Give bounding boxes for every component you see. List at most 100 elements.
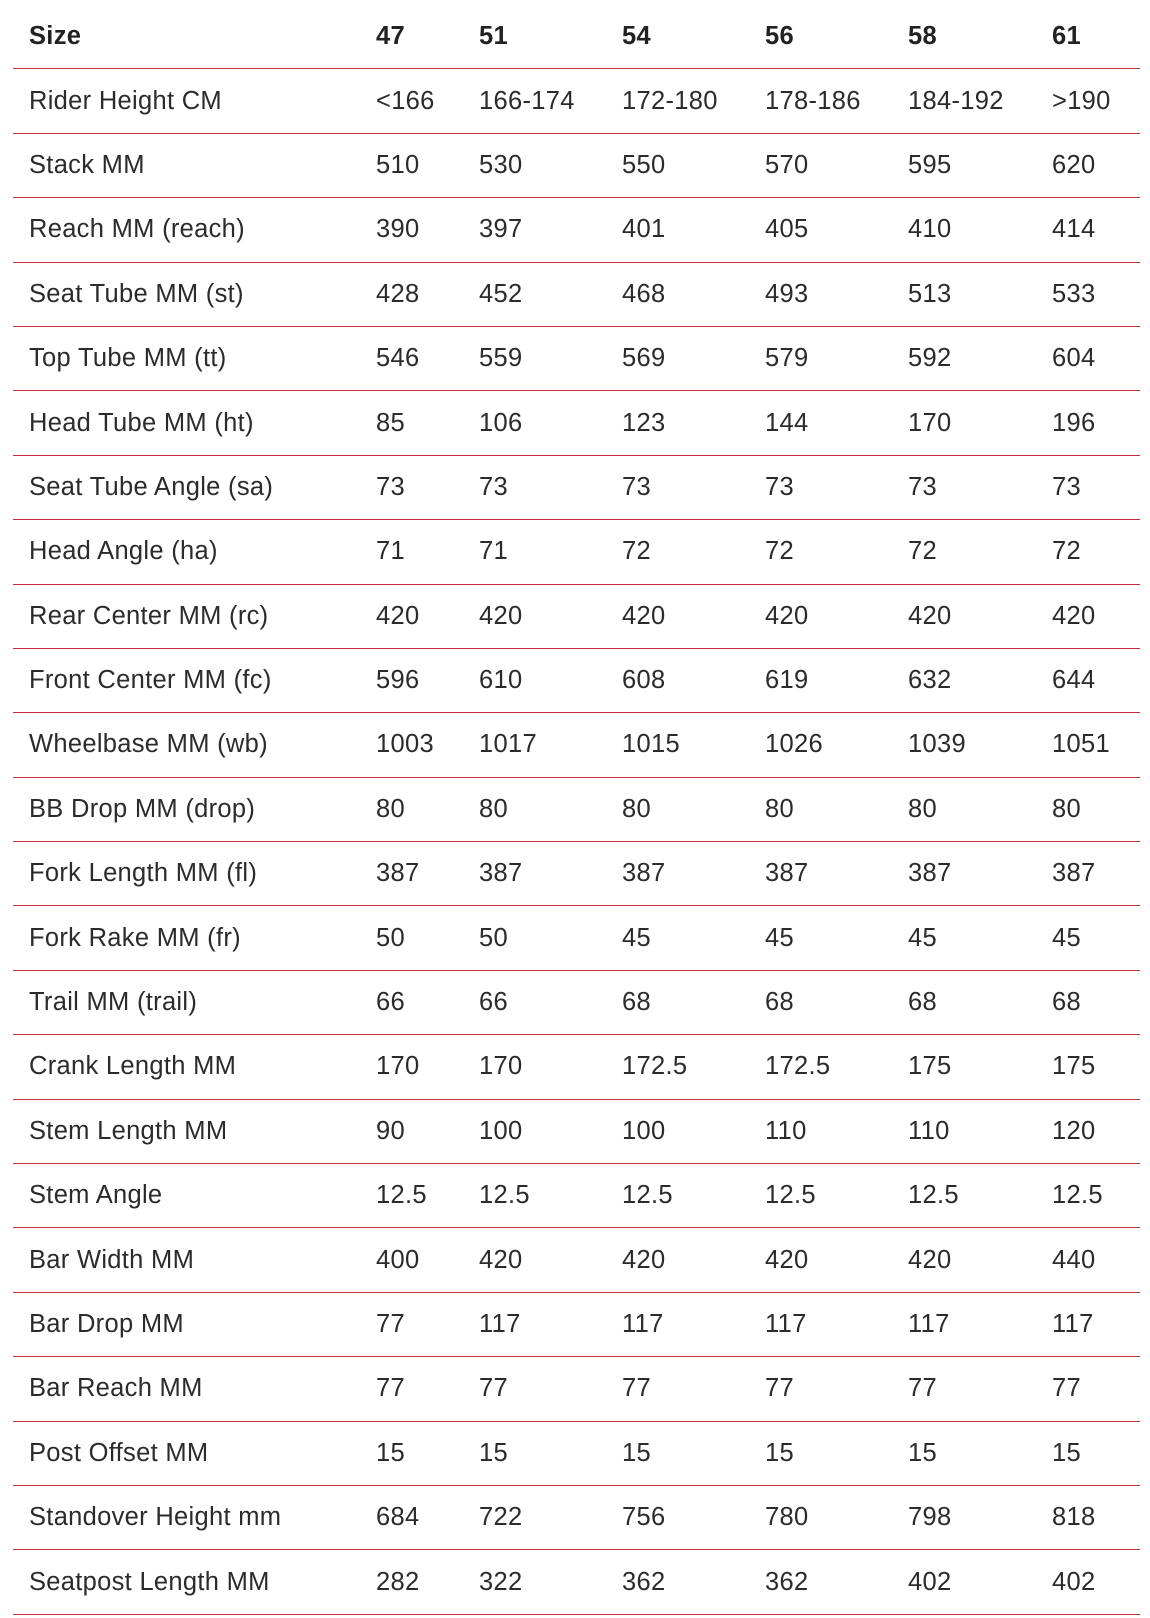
table-row: Stack MM 510 530 550 570 595 620 [13, 133, 1140, 199]
cell-value: 644 [1052, 648, 1140, 714]
row-label: Top Tube MM (tt) [13, 326, 376, 392]
cell-value: 362 [622, 1549, 765, 1615]
row-label: Trail MM (trail) [13, 970, 376, 1036]
size-header: 51 [479, 5, 622, 70]
cell-value: 175 [908, 1034, 1052, 1100]
row-label: Head Angle (ha) [13, 519, 376, 585]
cell-value: 12.5 [765, 1163, 908, 1229]
cell-value: 620 [1052, 133, 1140, 199]
size-header: 58 [908, 5, 1052, 70]
row-label: Bar Reach MM [13, 1356, 376, 1422]
table-row: Front Center MM (fc) 596 610 608 619 632 644 [13, 648, 1140, 714]
cell-value: 106 [479, 390, 622, 456]
cell-value: 68 [1052, 970, 1140, 1036]
table-row: Trail MM (trail) 66 66 68 68 68 68 [13, 970, 1140, 1036]
cell-value: 12.5 [622, 1163, 765, 1229]
cell-value: 513 [908, 262, 1052, 327]
cell-value: 85 [376, 390, 479, 456]
cell-value: 80 [1052, 777, 1140, 843]
cell-value: 322 [479, 1549, 622, 1615]
cell-value: 90 [376, 1099, 479, 1165]
cell-value: 80 [622, 777, 765, 843]
cell-value: 387 [479, 841, 622, 907]
row-label: Reach MM (reach) [13, 197, 376, 263]
cell-value: 50 [479, 905, 622, 971]
geometry-table: Size 47 51 54 56 58 61 Rider Height CM <166 166-… [13, 5, 1140, 1615]
cell-value: 1039 [908, 712, 1052, 778]
row-label: Bar Width MM [13, 1227, 376, 1293]
cell-value: 15 [479, 1421, 622, 1486]
table-row: Wheelbase MM (wb) 1003 1017 1015 1026 1039 105… [13, 712, 1140, 778]
cell-value: 15 [908, 1421, 1052, 1486]
table-row: Reach MM (reach) 390 397 401 405 410 414 [13, 197, 1140, 263]
cell-value: 68 [765, 970, 908, 1036]
cell-value: 175 [1052, 1034, 1140, 1100]
row-label: Seat Tube MM (st) [13, 262, 376, 327]
cell-value: 170 [908, 390, 1052, 456]
size-header: 61 [1052, 5, 1140, 70]
cell-value: 390 [376, 197, 479, 263]
cell-value: 684 [376, 1485, 479, 1551]
cell-value: 387 [765, 841, 908, 907]
table-row: Rider Height CM <166 166-174 172-180 178-186… [13, 68, 1140, 134]
cell-value: 73 [376, 455, 479, 521]
cell-value: 610 [479, 648, 622, 714]
cell-value: 428 [376, 262, 479, 327]
header-row: Size 47 51 54 56 58 61 [13, 5, 1140, 70]
header-label: Size [13, 5, 376, 70]
cell-value: 592 [908, 326, 1052, 392]
cell-value: 68 [622, 970, 765, 1036]
table-row: Post Offset MM 15 15 15 15 15 15 [13, 1421, 1140, 1486]
cell-value: 798 [908, 1485, 1052, 1551]
cell-value: 80 [765, 777, 908, 843]
row-label: Seat Tube Angle (sa) [13, 455, 376, 521]
row-label: BB Drop MM (drop) [13, 777, 376, 843]
cell-value: 117 [765, 1292, 908, 1358]
cell-value: 45 [765, 905, 908, 971]
cell-value: 15 [622, 1421, 765, 1486]
cell-value: <166 [376, 68, 479, 134]
cell-value: 780 [765, 1485, 908, 1551]
cell-value: 596 [376, 648, 479, 714]
cell-value: 80 [908, 777, 1052, 843]
table-row: Bar Reach MM 77 77 77 77 77 77 [13, 1356, 1140, 1422]
cell-value: 414 [1052, 197, 1140, 263]
cell-value: 550 [622, 133, 765, 199]
cell-value: 569 [622, 326, 765, 392]
cell-value: 144 [765, 390, 908, 456]
cell-value: 387 [908, 841, 1052, 907]
cell-value: 117 [908, 1292, 1052, 1358]
cell-value: 100 [479, 1099, 622, 1165]
table-row: Top Tube MM (tt) 546 559 569 579 592 604 [13, 326, 1140, 392]
cell-value: 420 [765, 1227, 908, 1293]
row-label: Post Offset MM [13, 1421, 376, 1486]
row-label: Stem Length MM [13, 1099, 376, 1165]
cell-value: 595 [908, 133, 1052, 199]
cell-value: 196 [1052, 390, 1140, 456]
table-row: Standover Height mm 684 722 756 780 798 818 [13, 1485, 1140, 1551]
cell-value: 45 [908, 905, 1052, 971]
cell-value: 178-186 [765, 68, 908, 134]
cell-value: 402 [908, 1549, 1052, 1615]
cell-value: 410 [908, 197, 1052, 263]
cell-value: 77 [765, 1356, 908, 1422]
cell-value: 73 [479, 455, 622, 521]
table-row: Head Angle (ha) 71 71 72 72 72 72 [13, 519, 1140, 585]
cell-value: 756 [622, 1485, 765, 1551]
cell-value: 184-192 [908, 68, 1052, 134]
cell-value: 722 [479, 1485, 622, 1551]
cell-value: 50 [376, 905, 479, 971]
table-row: Bar Drop MM 77 117 117 117 117 117 [13, 1292, 1140, 1358]
cell-value: 45 [1052, 905, 1140, 971]
cell-value: 12.5 [908, 1163, 1052, 1229]
row-label: Standover Height mm [13, 1485, 376, 1551]
cell-value: 80 [376, 777, 479, 843]
cell-value: 71 [376, 519, 479, 585]
table-row: Seat Tube Angle (sa) 73 73 73 73 73 73 [13, 455, 1140, 521]
cell-value: 73 [622, 455, 765, 521]
cell-value: 166-174 [479, 68, 622, 134]
cell-value: 420 [622, 1227, 765, 1293]
cell-value: 579 [765, 326, 908, 392]
cell-value: 71 [479, 519, 622, 585]
cell-value: 452 [479, 262, 622, 327]
